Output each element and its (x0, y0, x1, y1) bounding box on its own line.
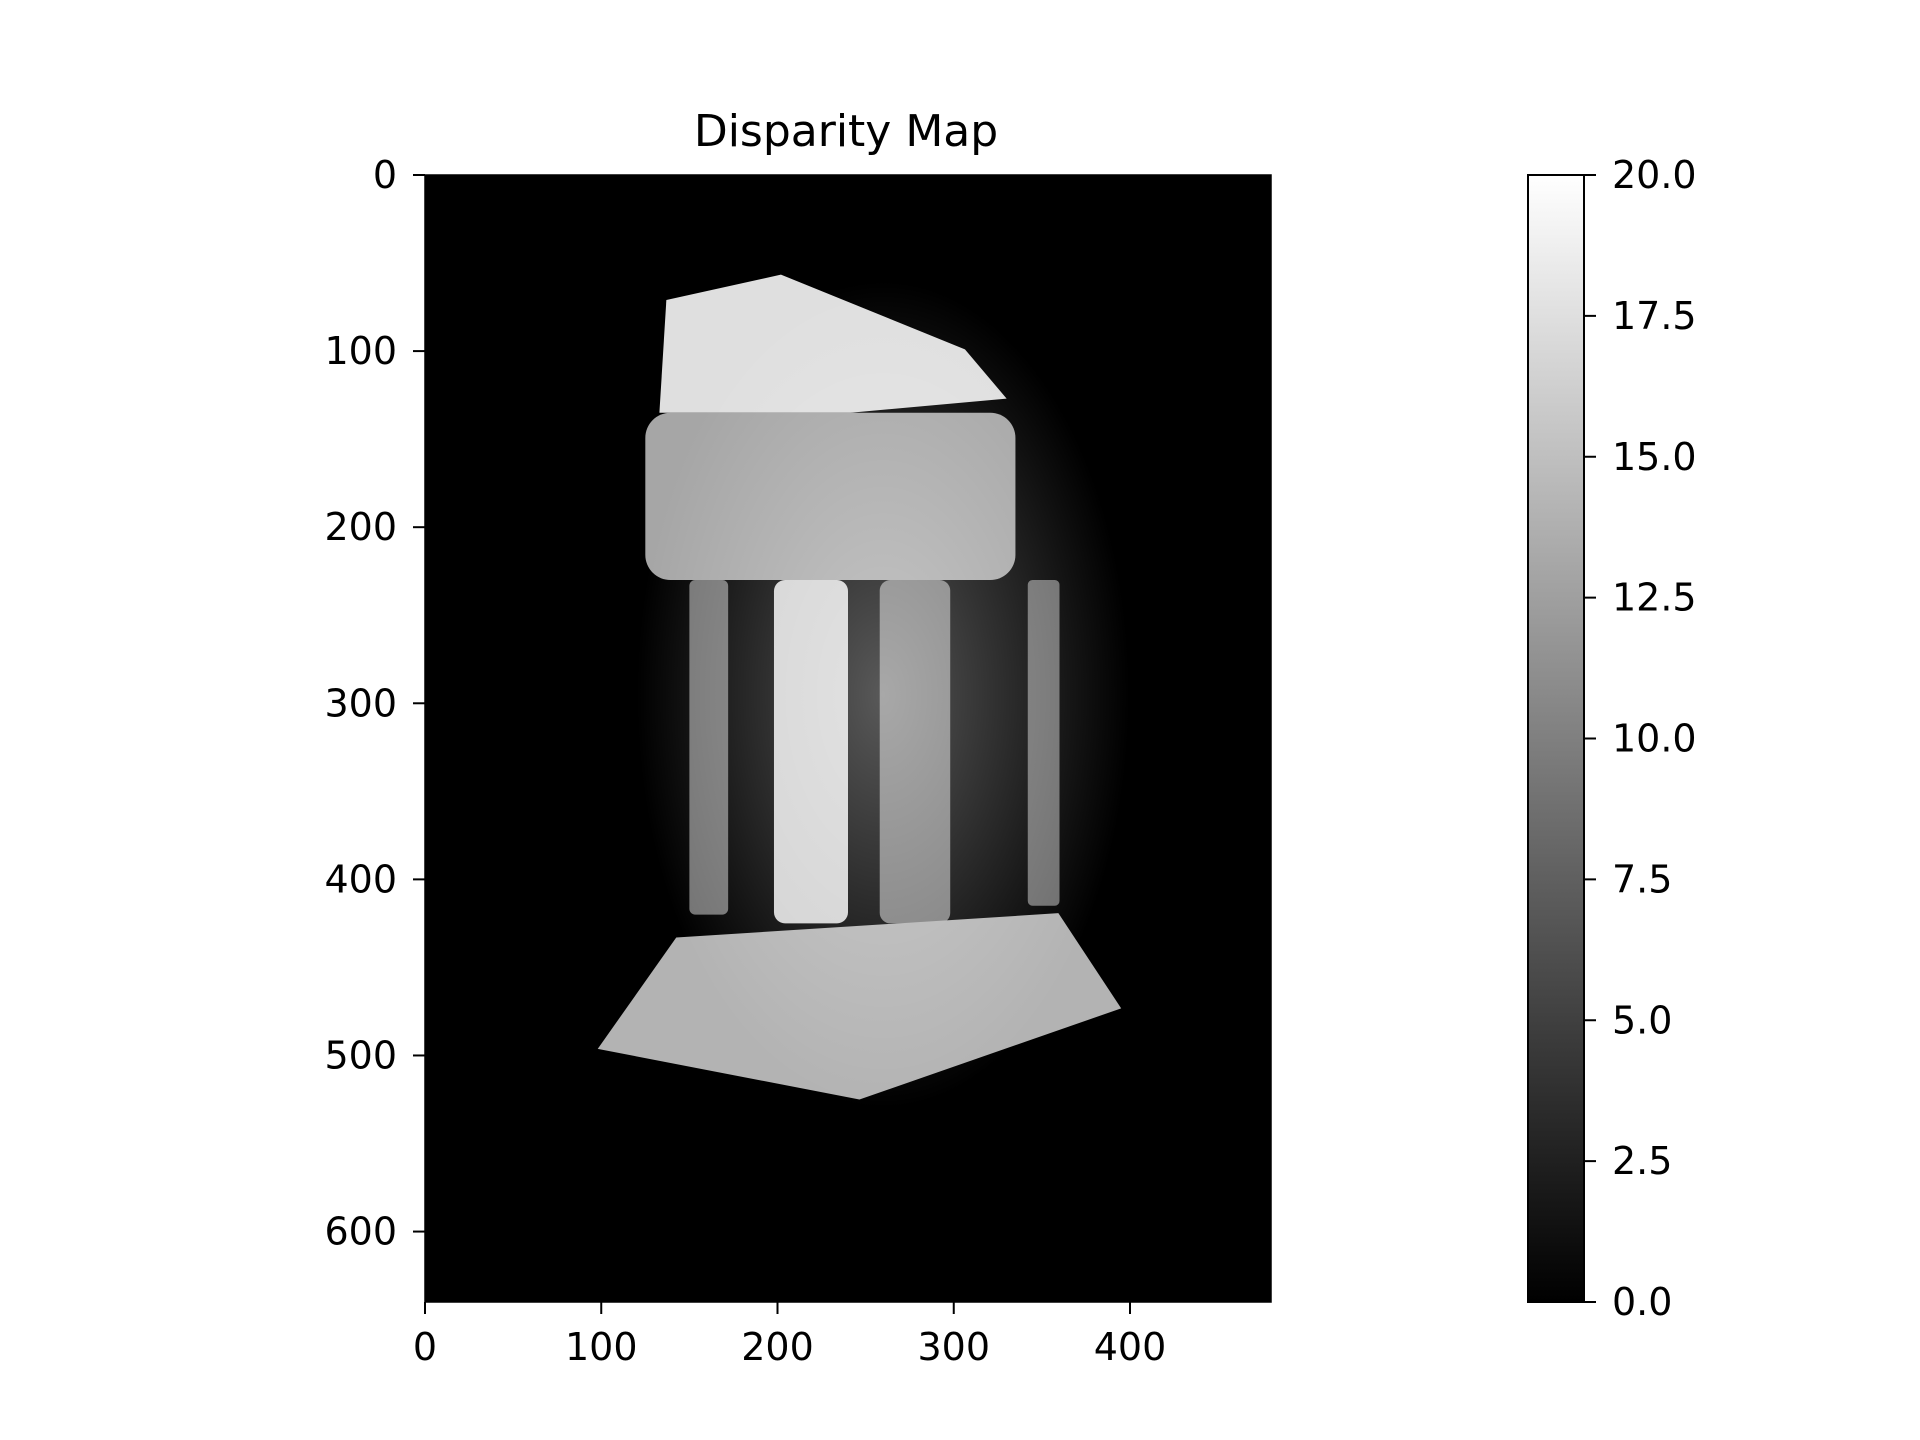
colorbar-ticks: 0.0 2.5 5.0 7.5 10.0 12.5 15.0 17.5 20.0 (1584, 153, 1697, 1324)
x-axis: 0 100 200 300 400 (413, 1302, 1166, 1369)
y-tick-label: 300 (324, 681, 397, 725)
y-tick-label: 400 (324, 857, 397, 901)
y-tick-label: 600 (324, 1210, 397, 1254)
colorbar-tick-label: 10.0 (1612, 717, 1697, 761)
colorbar-tick-label: 15.0 (1612, 435, 1697, 479)
image-frame (424, 174, 1272, 1303)
chart-title: Disparity Map (694, 106, 998, 157)
x-tick-label: 200 (741, 1325, 814, 1369)
colorbar-tick-label: 20.0 (1612, 153, 1697, 197)
x-tick-label: 100 (565, 1325, 638, 1369)
x-tick-label: 400 (1094, 1325, 1167, 1369)
y-axis: 0 100 200 300 400 500 600 (324, 153, 425, 1254)
y-tick-label: 100 (324, 329, 397, 373)
colorbar-tick-label: 17.5 (1612, 294, 1697, 338)
y-tick-label: 500 (324, 1033, 397, 1077)
x-tick-label: 300 (917, 1325, 990, 1369)
colorbar-tick-label: 5.0 (1612, 998, 1672, 1042)
disparity-image-axes: 0 100 200 300 400 0 100 200 300 400 500 600 (324, 153, 1272, 1369)
disparity-glow (636, 280, 1130, 1109)
colorbar-tick-label: 0.0 (1612, 1280, 1672, 1324)
colorbar-tick-label: 7.5 (1612, 857, 1672, 901)
y-tick-label: 0 (373, 153, 397, 197)
colorbar: 0.0 2.5 5.0 7.5 10.0 12.5 15.0 17.5 20.0 (1527, 153, 1697, 1324)
disparity-regions (597, 274, 1130, 1109)
colorbar-tick-label: 2.5 (1612, 1139, 1672, 1183)
x-tick-label: 0 (413, 1325, 437, 1369)
colorbar-gradient (1527, 174, 1585, 1303)
y-tick-label: 200 (324, 505, 397, 549)
colorbar-tick-label: 12.5 (1612, 576, 1697, 620)
